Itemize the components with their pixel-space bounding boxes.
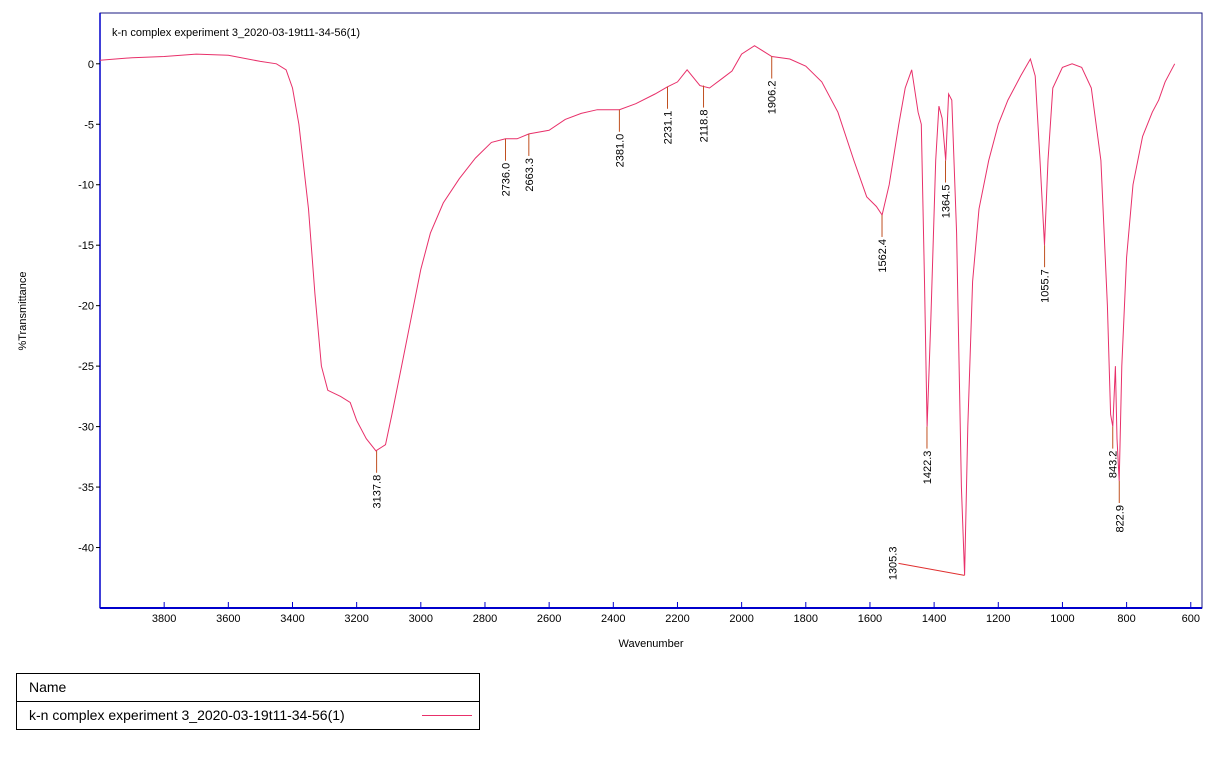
x-tick-label: 2400 bbox=[601, 613, 625, 625]
peak-leader bbox=[898, 562, 965, 576]
peak-label: 822.9 bbox=[1114, 505, 1126, 533]
peak-label: 2381.0 bbox=[614, 134, 626, 168]
peak-label: 2231.1 bbox=[662, 111, 674, 145]
peak-label: 2118.8 bbox=[699, 110, 711, 143]
x-tick-label: 2800 bbox=[473, 613, 497, 625]
legend-entry: k-n complex experiment 3_2020-03-19t11-3… bbox=[17, 701, 479, 729]
y-tick-label: -10 bbox=[78, 180, 94, 192]
x-axis-label: Wavenumber bbox=[618, 638, 683, 650]
y-tick-label: -30 bbox=[78, 422, 94, 434]
legend-swatch bbox=[422, 715, 472, 716]
peak-label: 1055.7 bbox=[1040, 269, 1052, 303]
x-tick-label: 1800 bbox=[794, 613, 818, 625]
peak-label: 2736.0 bbox=[501, 163, 513, 197]
y-tick-label: -40 bbox=[78, 543, 94, 555]
x-tick-label: 800 bbox=[1117, 613, 1135, 625]
x-tick-label: 2600 bbox=[537, 613, 561, 625]
peak-label: 1364.5 bbox=[941, 185, 953, 219]
legend: Name k-n complex experiment 3_2020-03-19… bbox=[16, 673, 480, 730]
x-tick-label: 2200 bbox=[665, 613, 689, 625]
y-tick-label: 0 bbox=[88, 59, 94, 71]
x-tick-label: 1600 bbox=[858, 613, 882, 625]
peak-label: 843.2 bbox=[1108, 451, 1120, 479]
peak-label: 1305.3 bbox=[888, 547, 900, 581]
legend-header: Name bbox=[29, 679, 67, 695]
chart-title: k-n complex experiment 3_2020-03-19t11-3… bbox=[112, 27, 360, 39]
y-tick-label: -20 bbox=[78, 301, 94, 313]
x-tick-label: 3600 bbox=[216, 613, 240, 625]
y-tick-label: -15 bbox=[78, 240, 94, 252]
x-tick-label: 3000 bbox=[409, 613, 433, 625]
y-axis-label: %Transmittance bbox=[17, 271, 29, 350]
x-tick-label: 3200 bbox=[344, 613, 368, 625]
peak-label: 1562.4 bbox=[877, 239, 889, 273]
x-tick-label: 2000 bbox=[729, 613, 753, 625]
x-tick-label: 1200 bbox=[986, 613, 1010, 625]
spectrum-line bbox=[99, 45, 1176, 576]
peak-label: 1422.3 bbox=[922, 451, 934, 485]
legend-label: k-n complex experiment 3_2020-03-19t11-3… bbox=[29, 707, 345, 723]
y-tick-label: -25 bbox=[78, 361, 94, 373]
y-tick-label: -35 bbox=[78, 482, 94, 494]
chart: k-n complex experiment 3_2020-03-19t11-3… bbox=[17, 12, 1203, 650]
x-tick-label: 3800 bbox=[152, 613, 176, 625]
x-tick-label: 1000 bbox=[1050, 613, 1074, 625]
peak-label: 2663.3 bbox=[524, 158, 536, 192]
peak-label: 1906.2 bbox=[767, 81, 779, 115]
x-tick-label: 1400 bbox=[922, 613, 946, 625]
y-tick-label: -5 bbox=[84, 119, 94, 131]
x-tick-label: 3400 bbox=[280, 613, 304, 625]
x-tick-label: 600 bbox=[1182, 613, 1200, 625]
peak-label: 3137.8 bbox=[372, 475, 384, 509]
